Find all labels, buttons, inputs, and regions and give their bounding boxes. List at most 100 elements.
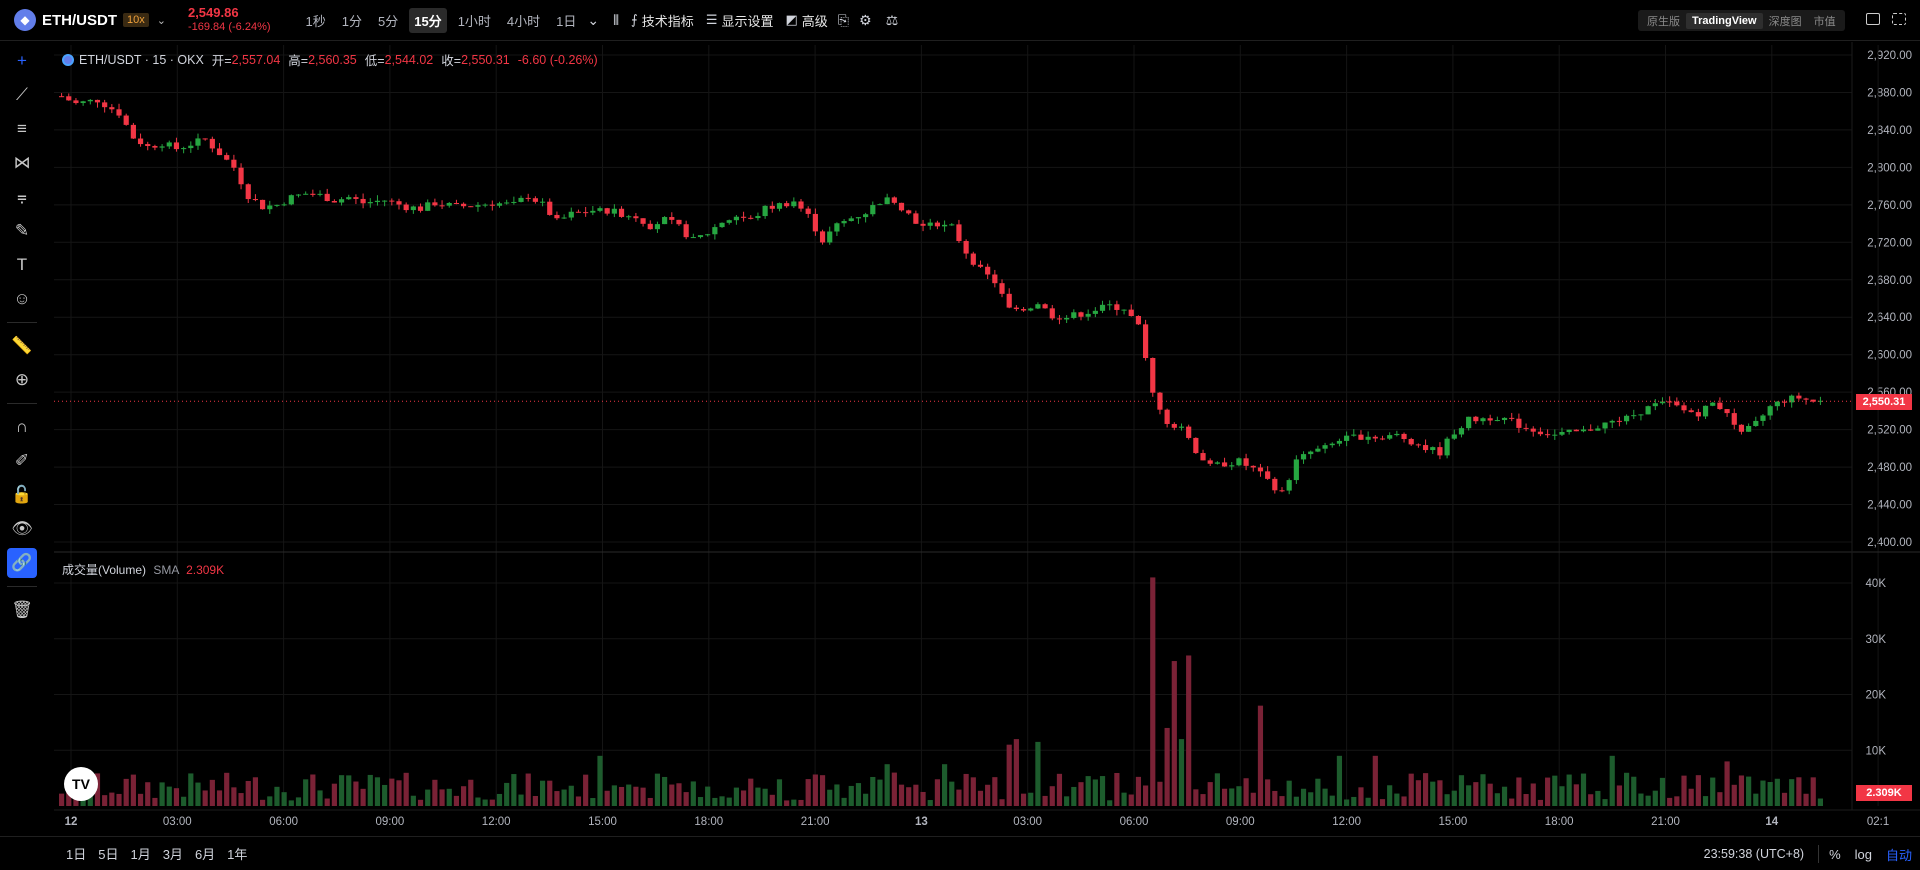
volume-tick-label: 30K <box>1866 634 1887 646</box>
candle <box>755 216 761 219</box>
volume-bar <box>295 797 302 806</box>
volume-bar <box>1731 784 1737 806</box>
candle <box>346 197 352 200</box>
view-tradingview[interactable]: TradingView <box>1686 12 1763 29</box>
volume-bar <box>798 799 804 806</box>
display-settings-button[interactable]: ☰ 显示设置 <box>706 11 774 30</box>
candle <box>1315 448 1321 452</box>
range-1m[interactable]: 1月 <box>130 847 151 862</box>
view-native[interactable]: 原生版 <box>1647 15 1680 28</box>
template-icon[interactable]: ⎘ <box>837 11 849 28</box>
eye-icon[interactable]: 👁 <box>11 519 33 538</box>
volume-bar <box>1358 787 1364 806</box>
ruler-icon[interactable]: 📏 <box>11 336 33 355</box>
log-toggle[interactable]: log <box>1854 846 1872 862</box>
candle <box>640 218 646 224</box>
auto-toggle[interactable]: 自动 <box>1885 847 1912 863</box>
timeframe-1m[interactable]: 1分 <box>341 13 362 29</box>
emoji-icon[interactable]: ☺ <box>13 289 31 308</box>
candle <box>432 202 438 206</box>
trend-line-icon[interactable]: ⟋ <box>16 85 28 104</box>
candle <box>1717 402 1723 410</box>
volume-bar <box>1609 755 1615 806</box>
volume-bar <box>1494 793 1500 806</box>
percent-toggle[interactable]: % <box>1829 846 1841 862</box>
symbol-selector[interactable]: ◆ ETH/USDT 10x ⌄ <box>0 0 166 41</box>
tradingview-logo[interactable]: TV <box>64 767 98 801</box>
candle-type-icon[interactable]: ⫴ <box>613 11 620 28</box>
candle <box>683 224 689 238</box>
brush-icon[interactable]: ✎ <box>14 221 30 240</box>
candle <box>669 217 675 220</box>
timeframe-1d[interactable]: 1日 <box>556 13 577 29</box>
candle <box>324 193 330 201</box>
advanced-button[interactable]: ◩ 高级 <box>785 11 827 30</box>
volume-bar <box>1580 773 1587 806</box>
timeframe-1h[interactable]: 1小时 <box>457 13 491 29</box>
timeframe-4h[interactable]: 4小时 <box>506 13 541 29</box>
scale-icon[interactable]: ⚖ <box>885 11 899 28</box>
magnet-icon[interactable]: ∩ <box>15 417 29 436</box>
trash-icon[interactable]: 🗑 <box>11 600 33 619</box>
volume-bar <box>762 788 768 806</box>
candle <box>252 199 259 201</box>
indicators-button[interactable]: ⨍ 技术指标 <box>631 11 694 30</box>
lock-icon[interactable]: 🔓 <box>11 485 33 504</box>
candle <box>812 213 818 232</box>
candle <box>338 199 345 203</box>
candle <box>1243 458 1249 466</box>
view-depth[interactable]: 深度图 <box>1768 15 1802 28</box>
candle <box>446 202 452 206</box>
chevron-down-icon[interactable]: ⌄ <box>156 14 166 27</box>
candle <box>1265 471 1271 479</box>
maximize-icon[interactable] <box>1866 13 1880 25</box>
candle <box>1437 447 1443 456</box>
pattern-icon[interactable]: ⋈ <box>13 153 31 172</box>
fib-icon[interactable]: ⩦ <box>17 187 27 206</box>
chevron-down-icon[interactable]: ⌄ <box>587 11 600 28</box>
volume-bar <box>468 779 474 806</box>
range-3m[interactable]: 3月 <box>162 847 183 862</box>
legend-title: ETH/USDT · 15 · OKX <box>79 52 204 67</box>
timeframe-5m[interactable]: 5分 <box>377 13 399 29</box>
candle <box>1695 412 1701 417</box>
candle <box>1566 429 1572 432</box>
link-icon[interactable]: 🔗 <box>7 548 37 578</box>
range-1y[interactable]: 1年 <box>227 847 248 862</box>
range-6m[interactable]: 6月 <box>194 847 216 862</box>
volume-bar <box>1645 795 1651 806</box>
range-1d[interactable]: 1日 <box>66 847 87 862</box>
legend-open-label: 开= <box>211 54 232 68</box>
text-icon[interactable]: T <box>16 255 28 274</box>
candle <box>1774 401 1780 407</box>
crosshair-icon[interactable]: + <box>17 51 27 70</box>
price-tick-label: 2,800.00 <box>1867 162 1912 174</box>
candle <box>1150 358 1156 393</box>
candle <box>927 222 933 226</box>
timeframe-1s[interactable]: 1秒 <box>305 13 326 29</box>
candle <box>295 194 302 196</box>
volume-bar <box>1422 773 1429 806</box>
gear-icon[interactable]: ⚙ <box>859 11 872 28</box>
volume-bar <box>676 783 682 806</box>
volume-bar <box>209 779 215 806</box>
time-tick-label: 15:00 <box>1439 816 1468 828</box>
volume-bar <box>611 785 617 806</box>
pencil-lock-icon[interactable]: ✐ <box>14 451 30 470</box>
view-market-cap[interactable]: 市值 <box>1813 15 1836 28</box>
volume-bar <box>1717 792 1723 806</box>
zoom-in-icon[interactable]: ⊕ <box>14 370 30 389</box>
range-5d[interactable]: 5日 <box>98 847 119 862</box>
volume-bar <box>489 799 495 806</box>
candle <box>942 224 948 227</box>
candle <box>1810 399 1816 402</box>
timeframe-15m[interactable]: 15分 <box>409 7 447 33</box>
volume-bar <box>453 795 460 806</box>
candle <box>461 203 467 207</box>
expand-icon[interactable] <box>1892 13 1906 25</box>
price-chart[interactable]: 2,920.00 2,880.00 2,840.00 2,800.00 2,760.00… <box>0 0 1920 836</box>
candle <box>1408 439 1414 445</box>
horizontal-lines-icon[interactable]: ≡ <box>17 119 27 138</box>
time-tick-label: 12 <box>65 816 78 828</box>
candle <box>1430 447 1436 451</box>
